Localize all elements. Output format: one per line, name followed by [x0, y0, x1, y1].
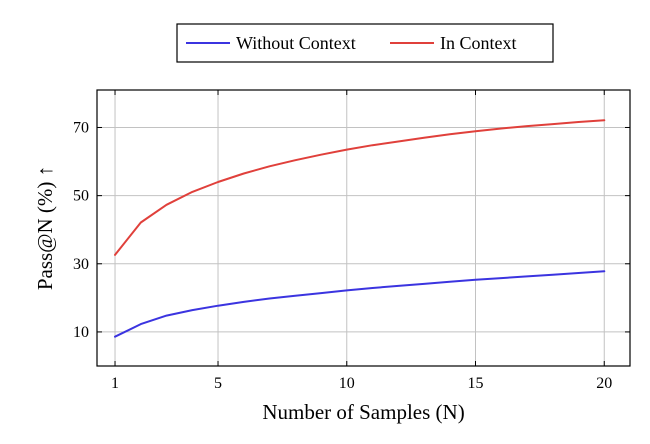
x-axis-label: Number of Samples (N) — [262, 400, 464, 424]
x-tick-label: 10 — [339, 375, 355, 392]
y-tick-label: 70 — [73, 119, 89, 136]
legend-box — [176, 23, 554, 63]
legend: Without Context In Context — [176, 23, 554, 63]
y-axis-label: Pass@N (%) ↑ — [33, 166, 57, 290]
y-axis-ticks: 10 30 50 70 — [73, 119, 630, 341]
x-axis-ticks: 1 5 10 15 20 — [111, 90, 612, 392]
y-tick-label: 30 — [73, 256, 89, 273]
legend-label: In Context — [440, 33, 517, 53]
series-line-without-context — [114, 270, 606, 338]
legend-label: Without Context — [236, 33, 356, 53]
plot-frame — [96, 89, 631, 367]
series-layer — [114, 119, 606, 338]
x-tick-label: 20 — [596, 375, 612, 392]
grid — [97, 90, 630, 366]
x-tick-label: 15 — [468, 375, 484, 392]
x-tick-label: 1 — [111, 375, 119, 392]
y-tick-label: 10 — [73, 324, 89, 341]
x-tick-label: 5 — [214, 375, 222, 392]
series-line-in-context — [114, 119, 606, 256]
y-tick-label: 50 — [73, 188, 89, 205]
